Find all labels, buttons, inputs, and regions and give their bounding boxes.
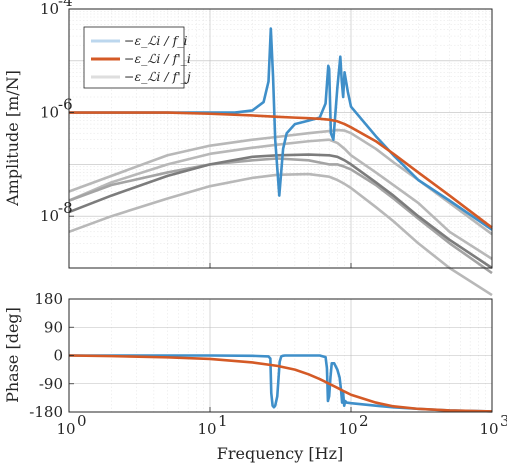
legend-entry-2: −ε_ℒi / f'_i	[124, 51, 191, 66]
y-tick-label: 180	[34, 290, 63, 308]
phase-ylabel: Phase [deg]	[3, 307, 22, 403]
magnitude-series-line-0	[69, 27, 493, 231]
x-tick-exponent: 2	[359, 412, 369, 430]
magnitude-series	[68, 27, 493, 297]
phase-series-line-1	[68, 354, 493, 413]
phase-series-line-0	[69, 354, 493, 413]
x-tick-label: 10	[479, 420, 498, 438]
magnitude-ylabel: Amplitude [m/N]	[3, 70, 22, 207]
legend-entry-3: −ε_ℒi / f'_j	[124, 69, 191, 84]
legend-entry-1: −ε_ℒi / f_i	[124, 33, 187, 48]
y-tick-label: 90	[44, 318, 63, 336]
y-tick-exponent: -4	[58, 0, 73, 10]
magnitude-axes-frame	[68, 8, 493, 269]
magnitude-series-line-6	[68, 172, 493, 297]
y-tick-label: 10	[40, 207, 59, 225]
phase-xlabel: Frequency [Hz]	[217, 444, 344, 463]
y-tick-exponent: -8	[58, 199, 73, 217]
y-tick-label: -90	[39, 375, 63, 393]
y-tick-exponent: -6	[58, 96, 73, 114]
x-tick-label: 10	[56, 420, 75, 438]
x-tick-exponent: 0	[77, 412, 87, 430]
legend: −ε_ℒi / f_i −ε_ℒi / f'_i −ε_ℒi / f'_j	[83, 26, 191, 89]
magnitude-ticks: 10-410-610-8	[40, 0, 74, 225]
magnitude-series-line-4	[68, 157, 493, 275]
y-tick-label: 0	[53, 347, 63, 365]
y-tick-label: -180	[29, 403, 63, 421]
magnitude-series-line-1	[69, 111, 493, 229]
x-tick-exponent: 3	[500, 412, 507, 430]
x-tick-label: 10	[338, 420, 357, 438]
phase-series	[68, 354, 493, 413]
y-tick-label: 10	[40, 104, 59, 122]
magnitude-series-line-2	[68, 138, 493, 260]
x-tick-label: 10	[197, 420, 216, 438]
x-tick-exponent: 1	[218, 412, 228, 430]
magnitude-series-line-5	[68, 153, 493, 270]
y-tick-label: 10	[40, 0, 59, 18]
magnitude-panel: 10-410-610-8 Amplitude [m/N] −ε_ℒi / f_i…	[3, 0, 493, 297]
